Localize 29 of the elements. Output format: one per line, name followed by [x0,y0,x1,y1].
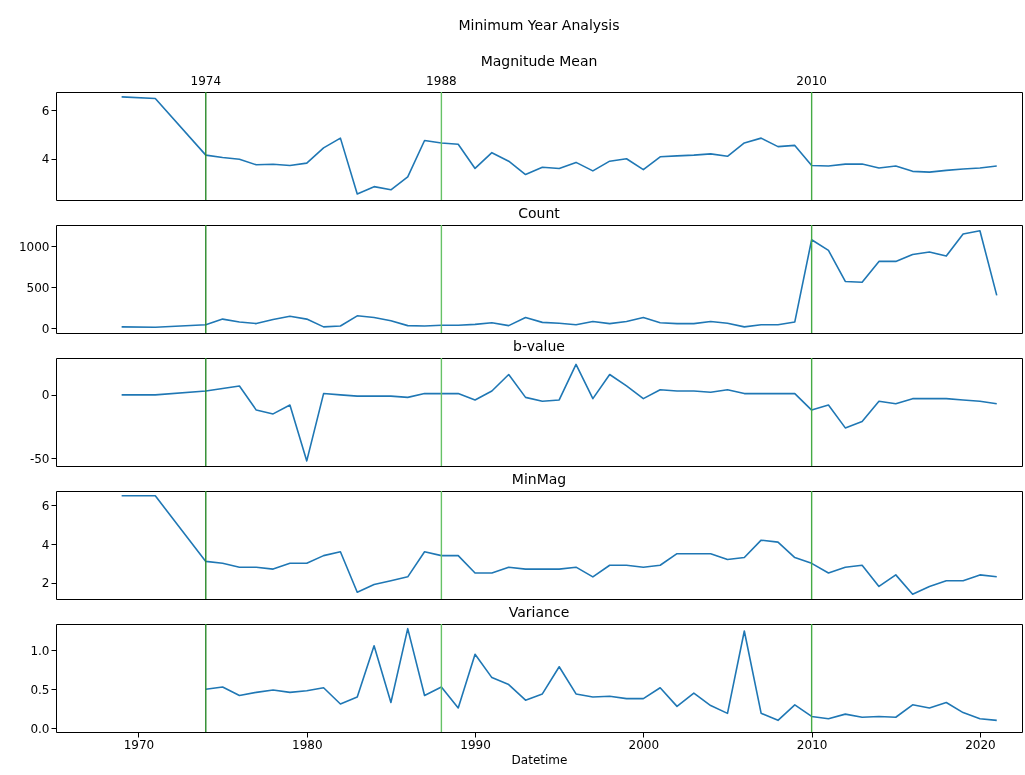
y-tick-label: 0.5 [30,682,50,697]
x-tick-label: 2010 [796,737,828,752]
y-tick-label: 0.0 [30,721,50,736]
y-tick-label: 2 [41,576,50,591]
y-tick-label: 6 [41,498,50,513]
x-tick-label: 2000 [628,737,660,752]
x-axis-title: Datetime [511,752,568,767]
x-tick-label: 2020 [965,737,996,752]
chart-title: Variance [508,604,570,621]
x-tick-label: 1970 [123,737,155,752]
chart-title: b-value [513,338,565,355]
y-tick-label: 1.0 [30,643,50,658]
ref-line-label: 1988 [426,74,457,88]
y-tick-label: 4 [41,152,50,167]
chart-subtitle: Magnitude Mean [480,53,598,69]
y-tick-label: 0 [41,321,50,336]
y-tick-label: 0 [41,388,50,403]
chart-title: Minimum Year Analysis [458,17,620,33]
chart-title: MinMag [511,471,567,488]
ref-line-label: 1974 [190,74,222,88]
x-tick-label: 1980 [291,737,323,752]
x-tick-label: 1990 [460,737,491,752]
chart-title: Count [518,205,561,222]
y-tick-label: 500 [26,280,50,295]
y-tick-label: 1000 [18,239,50,254]
ref-line-label: 2010 [796,74,827,88]
y-tick-label: -50 [29,451,50,466]
y-tick-label: 4 [41,537,50,552]
y-tick-label: 6 [41,103,50,118]
